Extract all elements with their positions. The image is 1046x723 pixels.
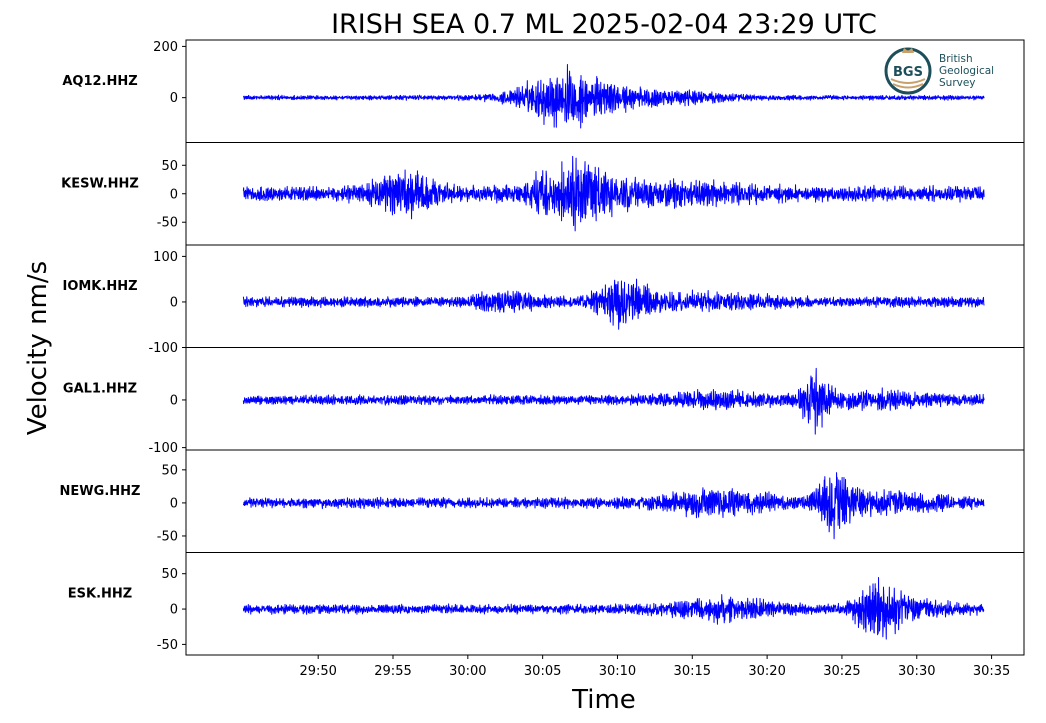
x-tick-label: 30:20 <box>748 664 785 679</box>
y-tick-label: 100 <box>153 250 178 265</box>
waveform-aq12-hhz <box>242 64 985 129</box>
y-tick-label: 200 <box>153 40 178 55</box>
x-axis-label: Time <box>571 685 636 715</box>
waveform-iomk-hhz <box>242 278 985 330</box>
panel-gal1-hhz: 0 -100 GAL1.HHZ <box>63 347 1025 456</box>
panel-frame <box>185 552 1025 656</box>
y-tick-label: 50 <box>161 159 178 174</box>
y-tick-label: -50 <box>157 216 178 231</box>
station-label: IOMK.HHZ <box>62 279 137 294</box>
x-tick-label: 30:15 <box>674 664 711 679</box>
x-tick-label: 29:55 <box>374 664 411 679</box>
logo-text-line: Geological <box>939 65 994 77</box>
panel-newg-hhz: 50 0 -50 NEWG.HHZ <box>60 449 1025 553</box>
x-tick-label: 30:30 <box>898 664 935 679</box>
x-tick-label: 30:35 <box>973 664 1010 679</box>
crown-icon <box>902 48 914 53</box>
waveform-newg-hhz <box>242 472 985 540</box>
x-tick-label: 29:50 <box>299 664 336 679</box>
station-label: KESW.HHZ <box>61 177 139 192</box>
waveform-esk-hhz <box>242 577 985 640</box>
chart-title: IRISH SEA 0.7 ML 2025-02-04 23:29 UTC <box>331 9 877 40</box>
x-axis: 29:50 29:55 30:00 30:05 30:10 30:15 30:20 30:25… <box>299 655 1010 679</box>
station-label: GAL1.HHZ <box>63 382 137 397</box>
x-tick-label: 30:05 <box>524 664 561 679</box>
y-tick-label: 0 <box>170 393 178 408</box>
y-tick-label: 0 <box>170 187 178 202</box>
y-tick-label: -100 <box>148 341 178 356</box>
y-tick-label: 0 <box>170 603 178 618</box>
panel-esk-hhz: 50 0 -50 ESK.HHZ <box>68 552 1025 656</box>
logo-wave-icon <box>892 83 924 89</box>
logo-wave-icon <box>890 78 926 84</box>
panel-iomk-hhz: 100 0 -100 IOMK.HHZ <box>62 244 1025 356</box>
y-tick-label: 0 <box>170 295 178 310</box>
station-label: NEWG.HHZ <box>60 484 141 499</box>
panel-kesw-hhz: 50 0 -50 KESW.HHZ <box>61 142 1025 246</box>
y-tick-label: -100 <box>148 441 178 456</box>
y-tick-label: 50 <box>161 567 178 582</box>
y-tick-label: 0 <box>170 91 178 106</box>
station-label: AQ12.HHZ <box>62 74 137 89</box>
y-axis-label: Velocity nm/s <box>23 261 53 435</box>
y-tick-label: 0 <box>170 496 178 511</box>
logo-text-line: Survey <box>939 77 976 89</box>
logo-abbr: BGS <box>893 65 923 80</box>
y-tick-label: -50 <box>157 638 178 653</box>
waveform-kesw-hhz <box>242 155 985 232</box>
y-tick-label: -50 <box>157 529 178 544</box>
logo-text-line: British <box>939 53 973 65</box>
x-tick-label: 30:10 <box>599 664 636 679</box>
x-tick-label: 30:00 <box>449 664 486 679</box>
y-tick-label: 50 <box>161 463 178 478</box>
x-tick-label: 30:25 <box>823 664 860 679</box>
station-label: ESK.HHZ <box>68 587 132 602</box>
waveform-gal1-hhz <box>242 367 985 435</box>
